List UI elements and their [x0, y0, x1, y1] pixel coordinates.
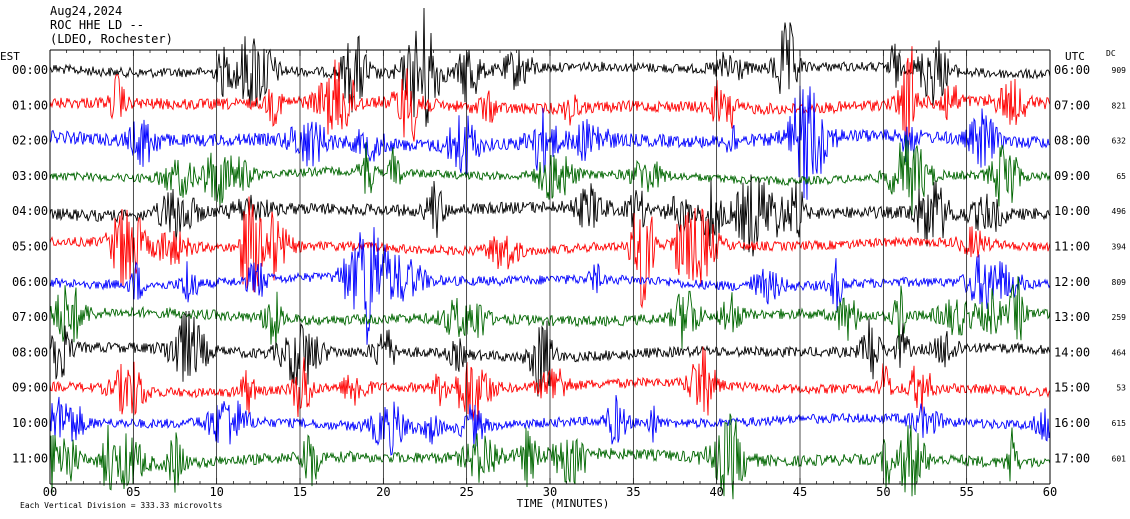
dc-offset-value: 632: [1112, 137, 1127, 146]
x-tick-label: 50: [876, 485, 890, 499]
x-axis-title: TIME (MINUTES): [517, 497, 610, 510]
dc-offset-value: 496: [1112, 207, 1127, 216]
utc-hour-label: 11:00: [1054, 240, 1090, 254]
x-tick-label: 45: [793, 485, 807, 499]
dc-offset-value: 65: [1116, 172, 1126, 181]
est-hour-label: 01:00: [12, 98, 48, 112]
utc-hour-label: 17:00: [1054, 451, 1090, 465]
dc-offset-value: 601: [1112, 454, 1127, 463]
est-hour-label: 08:00: [12, 345, 48, 359]
dc-offset-value: 53: [1116, 384, 1126, 393]
dc-label: DC: [1106, 49, 1116, 58]
dc-offset-value: 464: [1112, 348, 1127, 357]
x-tick-label: 10: [209, 485, 223, 499]
x-tick-label: 00: [43, 485, 57, 499]
est-hour-label: 09:00: [12, 381, 48, 395]
dc-offset-value: 615: [1112, 419, 1127, 428]
utc-hour-label: 14:00: [1054, 345, 1090, 359]
header-network: (LDEO, Rochester): [50, 32, 173, 46]
dc-offset-value: 821: [1112, 101, 1127, 110]
utc-hour-label: 16:00: [1054, 416, 1090, 430]
est-hour-label: 07:00: [12, 310, 48, 324]
est-hour-label: 03:00: [12, 169, 48, 183]
utc-hour-label: 09:00: [1054, 169, 1090, 183]
est-hour-label: 04:00: [12, 204, 48, 218]
grid-layer: [49, 49, 1051, 485]
est-hour-label: 06:00: [12, 275, 48, 289]
header-date: Aug24,2024: [50, 4, 123, 18]
dc-offset-value: 909: [1112, 66, 1127, 75]
utc-hour-label: 08:00: [1054, 134, 1090, 148]
est-hour-label: 05:00: [12, 240, 48, 254]
est-hour-label: 11:00: [12, 451, 48, 465]
utc-hour-label: 10:00: [1054, 204, 1090, 218]
est-hour-label: 00:00: [12, 63, 48, 77]
right-axis-label: UTC: [1065, 50, 1085, 63]
scale-note: Each Vertical Division = 333.33 microvol…: [20, 501, 222, 510]
x-tick-label: 60: [1043, 485, 1057, 499]
utc-hour-label: 13:00: [1054, 310, 1090, 324]
utc-hour-label: 12:00: [1054, 275, 1090, 289]
x-tick-label: 25: [459, 485, 473, 499]
dc-offset-value: 259: [1112, 313, 1127, 322]
utc-hour-label: 07:00: [1054, 98, 1090, 112]
x-tick-label: 55: [959, 485, 973, 499]
x-tick-label: 15: [293, 485, 307, 499]
left-axis-label: EST: [0, 50, 20, 63]
x-tick-label: 05: [126, 485, 140, 499]
x-tick-label: 40: [709, 485, 723, 499]
header-station: ROC HHE LD --: [50, 18, 144, 32]
est-hour-label: 10:00: [12, 416, 48, 430]
dc-offset-value: 809: [1112, 278, 1127, 287]
label-layer: 00:00 06:00 909 01:00 07:00 821 02:00 08:00 632 0…: [12, 63, 1126, 499]
utc-hour-label: 06:00: [1054, 63, 1090, 77]
x-tick-label: 20: [376, 485, 390, 499]
est-hour-label: 02:00: [12, 134, 48, 148]
utc-hour-label: 15:00: [1054, 381, 1090, 395]
x-tick-label: 35: [626, 485, 640, 499]
dc-offset-value: 394: [1112, 243, 1127, 252]
x-tick-label: 30: [543, 485, 557, 499]
